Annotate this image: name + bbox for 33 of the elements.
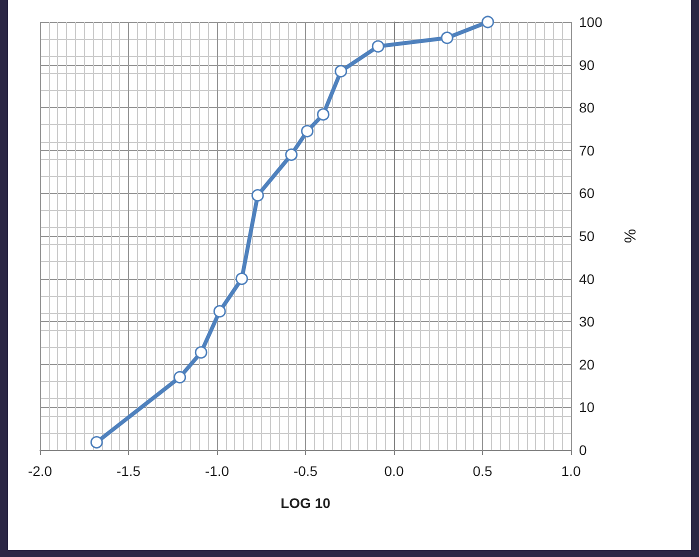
y-tick-label: 20: [579, 356, 595, 372]
y-tick-label: 40: [579, 270, 595, 287]
y-tick-label: 100: [579, 14, 603, 30]
y-tick-label: 10: [579, 399, 595, 416]
point: [482, 16, 494, 28]
y-tick-label: 50: [579, 228, 595, 244]
x-tick-label: 0.0: [384, 463, 404, 479]
x-tick-label: 0.5: [472, 463, 492, 479]
point: [285, 148, 298, 161]
point: [174, 370, 186, 384]
point: [301, 124, 314, 138]
point: [90, 436, 103, 449]
point: [251, 189, 264, 202]
point: [334, 64, 348, 78]
point: [316, 108, 330, 121]
y-tick-label: 30: [579, 314, 595, 330]
point: [440, 32, 454, 44]
y-tick-label: 70: [579, 142, 595, 158]
y-tick-label: 80: [579, 100, 595, 116]
x-tick-label: -1.5: [116, 463, 141, 479]
y-tick-label: 90: [579, 56, 595, 73]
x-tick-label: 1.0: [561, 463, 581, 479]
y-tick-label: 60: [579, 185, 595, 202]
x-tick-label: -0.5: [293, 463, 318, 479]
x-tick-label: -1.0: [204, 463, 230, 479]
point: [194, 346, 208, 359]
y-axis-title: %: [620, 228, 638, 244]
point: [372, 40, 384, 53]
point: [236, 272, 248, 286]
x-tick-label: -2.0: [28, 463, 52, 479]
point: [213, 305, 226, 318]
x-axis-title: LOG 10: [280, 495, 331, 511]
y-tick-label: 0: [579, 442, 587, 458]
